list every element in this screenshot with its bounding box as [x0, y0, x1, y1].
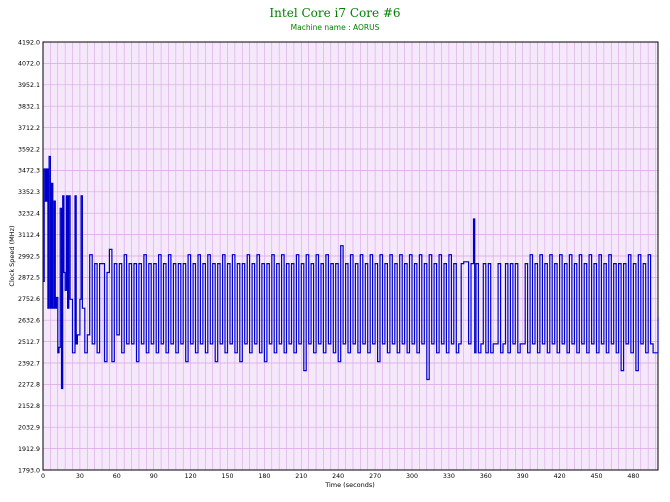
x-tick-label: 330 [443, 473, 455, 480]
x-axis-ticks: 0 30 60 90 120 150 180 210 240 270 300 330 360 390 420… [41, 473, 639, 480]
y-tick-label: 2032.9 [18, 425, 40, 432]
x-tick-label: 30 [76, 473, 84, 480]
x-tick-label: 360 [480, 473, 492, 480]
x-tick-label: 240 [332, 473, 344, 480]
y-tick-label: 3592.2 [18, 146, 40, 153]
x-tick-label: 60 [113, 473, 121, 480]
y-tick-label: 2392.7 [18, 360, 40, 367]
y-tick-label: 3952.1 [18, 82, 40, 89]
y-tick-label: 3232.4 [18, 211, 40, 218]
x-axis-label: Time (seconds) [324, 481, 375, 489]
x-tick-label: 180 [258, 473, 270, 480]
series-line-clock-speed [43, 155, 659, 390]
x-tick-label: 210 [295, 473, 307, 480]
y-axis-ticks: 1793.0 1912.9 2032.9 2152.8 2272.8 2392.7 2512… [18, 39, 40, 474]
x-tick-label: 300 [406, 473, 418, 480]
chart-subtitle: Machine name : AORUS [291, 23, 380, 32]
x-tick-label: 0 [41, 473, 45, 480]
y-tick-label: 4192.0 [18, 39, 40, 46]
x-tick-label: 150 [221, 473, 233, 480]
y-tick-label: 3712.2 [18, 125, 40, 132]
y-tick-label: 3352.3 [18, 189, 40, 196]
y-tick-label: 2272.8 [18, 382, 40, 389]
x-tick-label: 270 [369, 473, 381, 480]
y-tick-label: 2152.8 [18, 403, 40, 410]
x-tick-label: 480 [627, 473, 639, 480]
x-tick-label: 420 [554, 473, 566, 480]
y-tick-label: 3472.3 [18, 168, 40, 175]
x-tick-label: 90 [150, 473, 158, 480]
x-tick-label: 450 [590, 473, 602, 480]
y-tick-label: 3832.1 [18, 104, 40, 111]
y-tick-label: 3112.4 [18, 232, 40, 239]
y-tick-label: 1793.0 [18, 467, 40, 474]
y-tick-label: 2632.6 [18, 318, 40, 325]
x-tick-label: 120 [185, 473, 197, 480]
y-tick-label: 2752.6 [18, 296, 40, 303]
plot-border [42, 41, 659, 471]
y-tick-label: 2992.5 [18, 253, 40, 260]
y-tick-label: 2872.5 [18, 275, 40, 282]
y-tick-label: 2512.7 [18, 339, 40, 346]
x-tick-label: 390 [517, 473, 529, 480]
chart-title: Intel Core i7 Core #6 [269, 6, 400, 20]
y-tick-label: 4072.0 [18, 61, 40, 68]
y-axis-label: Clock Speed (MHz) [8, 225, 16, 286]
y-tick-label: 1912.9 [18, 446, 40, 453]
